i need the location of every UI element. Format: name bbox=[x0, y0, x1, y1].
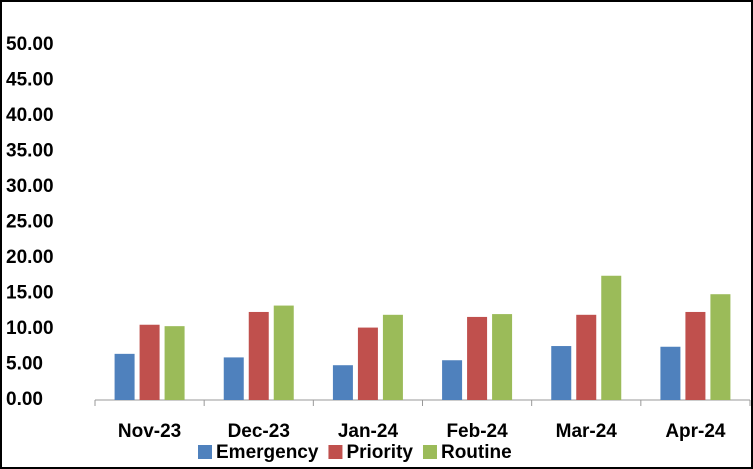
y-tick-label: 45.00 bbox=[6, 70, 54, 91]
bar bbox=[660, 346, 681, 400]
y-tick-label: 0.00 bbox=[6, 389, 43, 410]
y-tick-label: 15.00 bbox=[6, 283, 54, 304]
x-tick-label: Apr-24 bbox=[665, 421, 726, 442]
bar bbox=[139, 324, 160, 400]
x-tick-label: Mar-24 bbox=[556, 421, 618, 442]
bar bbox=[576, 314, 597, 400]
bar bbox=[114, 353, 135, 400]
y-tick-label: 50.00 bbox=[6, 34, 54, 55]
bar bbox=[332, 365, 353, 400]
y-tick-label: 40.00 bbox=[6, 105, 54, 126]
legend-label: Emergency bbox=[216, 442, 319, 463]
y-tick-label: 25.00 bbox=[6, 212, 54, 233]
y-tick-label: 35.00 bbox=[6, 141, 54, 162]
y-tick-label: 30.00 bbox=[6, 176, 54, 197]
bar bbox=[248, 311, 269, 400]
legend-label: Priority bbox=[346, 442, 413, 463]
bar bbox=[467, 316, 488, 400]
y-tick-label: 5.00 bbox=[6, 354, 43, 375]
legend-label: Routine bbox=[441, 442, 512, 463]
y-tick-label: 10.00 bbox=[6, 318, 54, 339]
legend-swatch bbox=[422, 445, 437, 459]
x-tick-label: Jan-24 bbox=[338, 421, 399, 442]
bar bbox=[551, 346, 572, 400]
bar bbox=[164, 326, 185, 400]
x-tick-label: Dec-23 bbox=[228, 421, 290, 442]
bar bbox=[382, 314, 403, 400]
bar bbox=[357, 327, 378, 400]
bar bbox=[710, 294, 731, 400]
bar bbox=[442, 360, 463, 400]
x-tick-label: Nov-23 bbox=[118, 421, 181, 442]
y-tick-label: 20.00 bbox=[6, 247, 54, 268]
legend-swatch bbox=[328, 445, 343, 459]
bar bbox=[492, 314, 513, 400]
bar bbox=[601, 275, 622, 400]
bar bbox=[685, 311, 706, 400]
bar bbox=[273, 305, 294, 400]
legend-swatch bbox=[198, 445, 212, 459]
bar bbox=[223, 357, 244, 400]
x-tick-label: Feb-24 bbox=[446, 421, 508, 442]
